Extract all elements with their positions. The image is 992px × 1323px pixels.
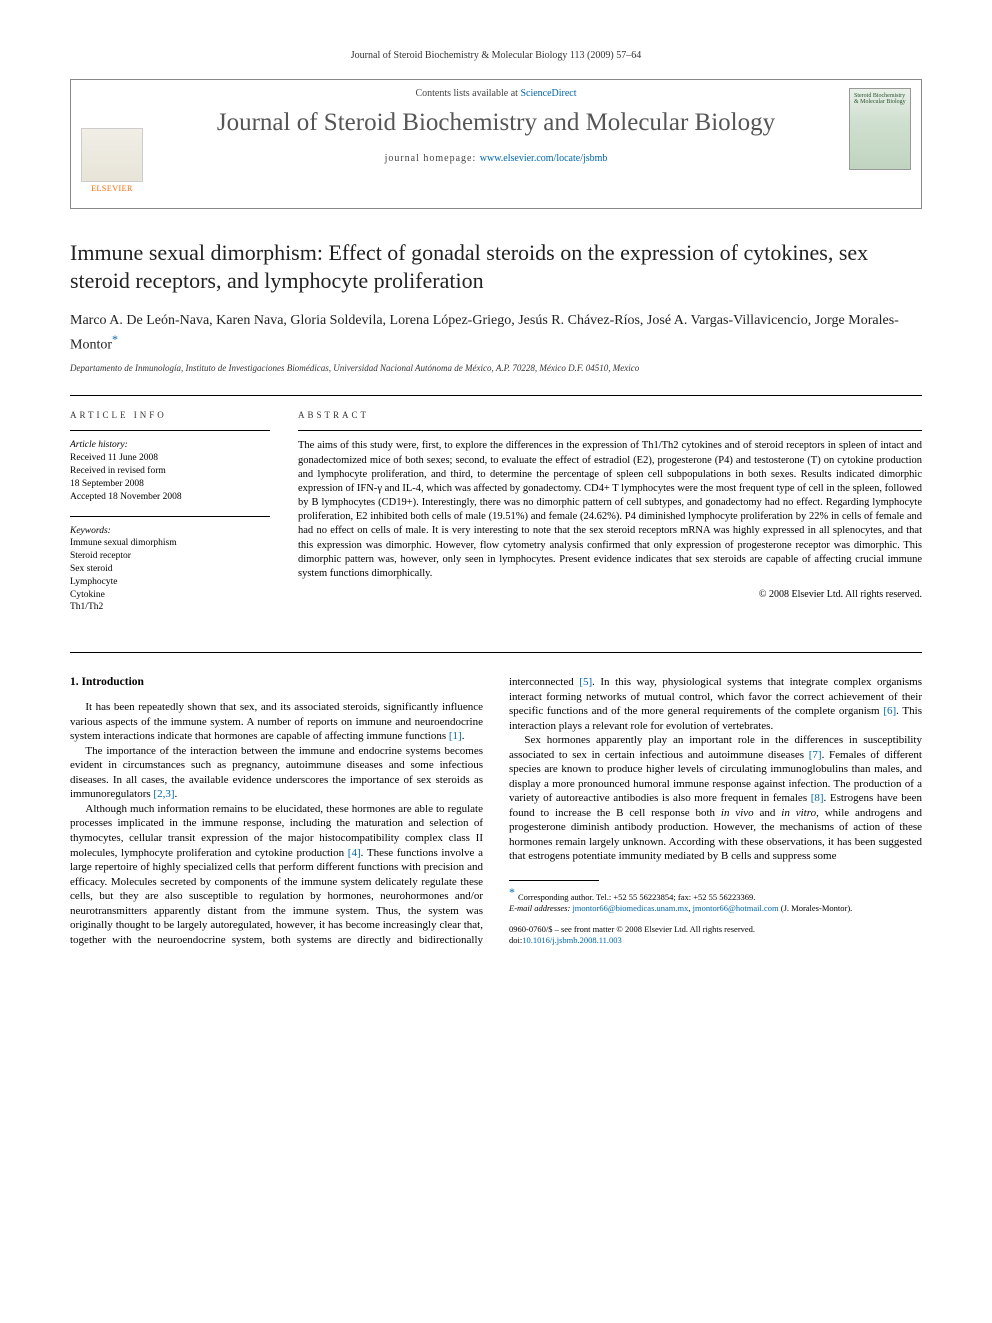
article-info-column: article info Article history: Received 1… xyxy=(70,410,270,626)
front-matter-line: 0960-0760/$ – see front matter © 2008 El… xyxy=(509,924,922,935)
body-columns: 1. Introduction It has been repeatedly s… xyxy=(70,675,922,947)
abstract-heading: abstract xyxy=(298,410,922,420)
doi-label: doi: xyxy=(509,935,522,945)
received-date: Received 11 June 2008 xyxy=(70,452,270,465)
contents-line: Contents lists available at ScienceDirec… xyxy=(83,88,909,99)
homepage-link[interactable]: www.elsevier.com/locate/jsbmb xyxy=(480,153,608,164)
in-vivo: in vivo xyxy=(721,807,754,819)
accepted-date: Accepted 18 November 2008 xyxy=(70,491,270,504)
ref-2-3[interactable]: [2,3] xyxy=(153,788,174,800)
article-history-label: Article history: xyxy=(70,439,270,452)
keyword-4: Cytokine xyxy=(70,589,270,602)
divider xyxy=(70,652,922,653)
p2-end: . xyxy=(174,788,177,800)
contents-prefix: Contents lists available at xyxy=(415,88,520,99)
corresponding-star-icon: * xyxy=(112,332,118,346)
keyword-0: Immune sexual dimorphism xyxy=(70,537,270,550)
article-info-heading: article info xyxy=(70,410,270,420)
email-label: E-mail addresses: xyxy=(509,903,570,913)
abstract-copyright: © 2008 Elsevier Ltd. All rights reserved… xyxy=(298,589,922,600)
abstract-column: abstract The aims of this study were, fi… xyxy=(298,410,922,626)
article-title: Immune sexual dimorphism: Effect of gona… xyxy=(70,239,922,294)
ref-8[interactable]: [8] xyxy=(811,792,824,804)
email-link-2[interactable]: jmontor66@hotmail.com xyxy=(693,903,779,913)
ref-6[interactable]: [6] xyxy=(883,705,896,717)
in-vitro: in vitro xyxy=(781,807,816,819)
homepage-line: journal homepage: www.elsevier.com/locat… xyxy=(83,153,909,164)
body-paragraph-1: It has been repeatedly shown that sex, a… xyxy=(70,700,483,744)
affiliation: Departamento de Inmunología, Instituto d… xyxy=(70,363,922,373)
ref-5[interactable]: [5] xyxy=(579,676,592,688)
journal-name: Journal of Steroid Biochemistry and Mole… xyxy=(83,109,909,137)
section-heading: 1. Introduction xyxy=(70,675,483,690)
journal-header-box: ELSEVIER Steroid Biochemistry & Molecula… xyxy=(70,79,922,209)
corr-author-label: Corresponding author. Tel.: +52 55 56223… xyxy=(518,892,755,902)
elsevier-label: ELSEVIER xyxy=(81,184,143,193)
elsevier-tree-icon xyxy=(81,128,143,182)
elsevier-logo: ELSEVIER xyxy=(81,128,143,200)
footer-block: 0960-0760/$ – see front matter © 2008 El… xyxy=(509,924,922,946)
keyword-5: Th1/Th2 xyxy=(70,601,270,614)
sciencedirect-link[interactable]: ScienceDirect xyxy=(520,88,576,99)
p2-text: The importance of the interaction betwee… xyxy=(70,745,483,801)
p5-and: and xyxy=(754,807,782,819)
authors-list: Marco A. De León-Nava, Karen Nava, Glori… xyxy=(70,312,922,355)
cover-thumb-text: Steroid Biochemistry & Molecular Biology xyxy=(854,93,906,105)
ref-4[interactable]: [4] xyxy=(348,847,361,859)
body-paragraph-2: The importance of the interaction betwee… xyxy=(70,744,483,802)
p1-end: . xyxy=(462,730,465,742)
keywords-label: Keywords: xyxy=(70,525,270,538)
journal-cover-thumbnail: Steroid Biochemistry & Molecular Biology xyxy=(849,88,911,170)
keyword-3: Lymphocyte xyxy=(70,576,270,589)
running-head: Journal of Steroid Biochemistry & Molecu… xyxy=(70,50,922,61)
homepage-prefix: journal homepage: xyxy=(385,153,480,164)
keyword-1: Steroid receptor xyxy=(70,550,270,563)
p1-text: It has been repeatedly shown that sex, a… xyxy=(70,701,483,742)
doi-link[interactable]: 10.1016/j.jsbmb.2008.11.003 xyxy=(522,935,622,945)
keyword-2: Sex steroid xyxy=(70,563,270,576)
body-paragraph-5: Sex hormones apparently play an importan… xyxy=(509,733,922,864)
ref-7[interactable]: [7] xyxy=(809,749,822,761)
corresponding-footnote: * Corresponding author. Tel.: +52 55 562… xyxy=(509,885,922,914)
revised-date-2: 18 September 2008 xyxy=(70,478,270,491)
footnote-separator xyxy=(509,880,599,881)
email-who: (J. Morales-Montor). xyxy=(781,903,853,913)
abstract-text: The aims of this study were, first, to e… xyxy=(298,430,922,581)
revised-date-1: Received in revised form xyxy=(70,465,270,478)
email-link-1[interactable]: jmontor66@biomedicas.unam.mx xyxy=(572,903,688,913)
ref-1[interactable]: [1] xyxy=(449,730,462,742)
footnote-star-icon: * xyxy=(509,885,518,899)
authors-names: Marco A. De León-Nava, Karen Nava, Glori… xyxy=(70,313,899,353)
